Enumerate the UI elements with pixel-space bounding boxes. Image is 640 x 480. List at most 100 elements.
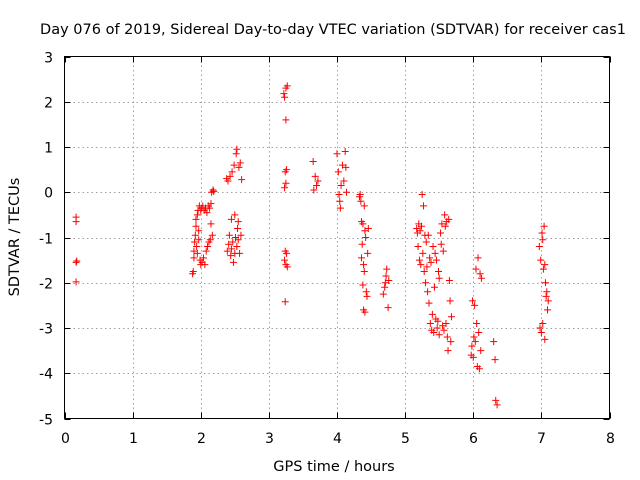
data-point bbox=[435, 274, 443, 282]
data-point bbox=[360, 267, 368, 275]
data-point bbox=[234, 236, 242, 244]
data-point bbox=[424, 288, 432, 296]
data-point bbox=[283, 249, 291, 257]
data-point bbox=[358, 254, 366, 262]
data-point bbox=[535, 243, 543, 251]
data-point bbox=[435, 331, 443, 339]
data-point bbox=[445, 215, 453, 223]
data-point bbox=[309, 157, 317, 165]
data-point bbox=[283, 263, 291, 271]
data-point bbox=[544, 297, 552, 305]
data-point bbox=[343, 188, 351, 196]
data-point bbox=[227, 245, 235, 253]
y-tick-label: -2 bbox=[39, 277, 53, 293]
data-point bbox=[283, 82, 291, 90]
data-point bbox=[379, 290, 387, 298]
data-point bbox=[193, 211, 201, 219]
data-point bbox=[423, 263, 431, 271]
x-tick-label: 7 bbox=[537, 431, 546, 447]
data-point bbox=[426, 254, 434, 262]
data-point bbox=[362, 234, 370, 241]
data-point bbox=[191, 238, 199, 246]
data-point bbox=[237, 231, 245, 239]
data-point bbox=[414, 243, 422, 251]
data-point bbox=[207, 220, 215, 228]
data-point bbox=[281, 93, 289, 101]
data-point bbox=[199, 254, 207, 262]
data-point bbox=[442, 319, 450, 327]
y-axis-title: SDTVAR / TECUs bbox=[7, 178, 23, 297]
data-point bbox=[334, 168, 342, 176]
data-point bbox=[446, 297, 454, 305]
data-point bbox=[447, 338, 455, 346]
data-point bbox=[233, 243, 241, 251]
data-point bbox=[422, 238, 430, 246]
data-point bbox=[359, 220, 367, 228]
data-point bbox=[434, 317, 442, 325]
data-point bbox=[537, 329, 545, 337]
data-point bbox=[420, 202, 428, 210]
chart-title: Day 076 of 2019, Sidereal Day-to-day VTE… bbox=[40, 22, 626, 38]
y-tick-label: 0 bbox=[44, 186, 53, 202]
data-point bbox=[224, 177, 232, 185]
data-point bbox=[541, 261, 549, 269]
data-point bbox=[477, 274, 485, 282]
data-point bbox=[432, 256, 440, 264]
data-point bbox=[314, 177, 322, 185]
data-point bbox=[544, 306, 552, 314]
data-point bbox=[364, 224, 372, 232]
data-point bbox=[540, 222, 548, 230]
x-tick-labels: 0 1 2 3 4 5 6 7 8 bbox=[61, 431, 615, 447]
data-point bbox=[191, 231, 199, 239]
y-tick-label: -3 bbox=[39, 322, 53, 338]
data-point bbox=[193, 243, 201, 251]
data-point bbox=[475, 329, 483, 337]
data-point bbox=[417, 222, 425, 230]
data-point bbox=[235, 163, 243, 171]
data-point bbox=[539, 319, 547, 327]
data-point bbox=[342, 163, 350, 171]
data-point bbox=[424, 231, 432, 239]
data-point bbox=[72, 278, 80, 286]
data-point bbox=[381, 283, 389, 291]
data-point bbox=[364, 249, 372, 257]
data-point bbox=[228, 168, 236, 176]
data-point bbox=[471, 338, 479, 346]
data-point bbox=[539, 236, 547, 244]
data-point bbox=[440, 326, 448, 334]
y-tick-label: -1 bbox=[39, 232, 53, 248]
data-point bbox=[232, 150, 240, 158]
data-point bbox=[225, 240, 233, 248]
data-point bbox=[383, 265, 391, 273]
data-point bbox=[441, 222, 449, 230]
data-point bbox=[310, 186, 318, 194]
data-point bbox=[476, 270, 484, 278]
data-point bbox=[335, 191, 343, 199]
data-point bbox=[311, 172, 319, 180]
data-point bbox=[475, 365, 483, 373]
data-point bbox=[234, 224, 242, 232]
data-point bbox=[238, 176, 246, 184]
data-point bbox=[539, 265, 547, 273]
data-point bbox=[490, 338, 498, 346]
data-point bbox=[431, 249, 439, 257]
data-point bbox=[207, 200, 215, 208]
data-point bbox=[469, 353, 477, 361]
x-axis-title: GPS time / hours bbox=[273, 459, 394, 475]
y-tick-labels: -5 -4 -3 -2 -1 0 1 2 3 bbox=[39, 51, 53, 429]
data-point bbox=[435, 267, 443, 275]
x-tick-label: 5 bbox=[401, 431, 410, 447]
y-tick-label: -5 bbox=[39, 413, 53, 429]
data-point bbox=[226, 172, 234, 180]
data-point bbox=[469, 297, 477, 305]
data-point bbox=[444, 347, 452, 355]
data-point bbox=[357, 197, 365, 205]
data-point bbox=[492, 396, 500, 404]
data-point bbox=[73, 257, 81, 265]
data-point bbox=[358, 240, 366, 248]
data-point bbox=[415, 256, 423, 264]
data-point bbox=[472, 265, 480, 273]
data-point bbox=[430, 283, 438, 291]
data-point bbox=[336, 197, 344, 205]
